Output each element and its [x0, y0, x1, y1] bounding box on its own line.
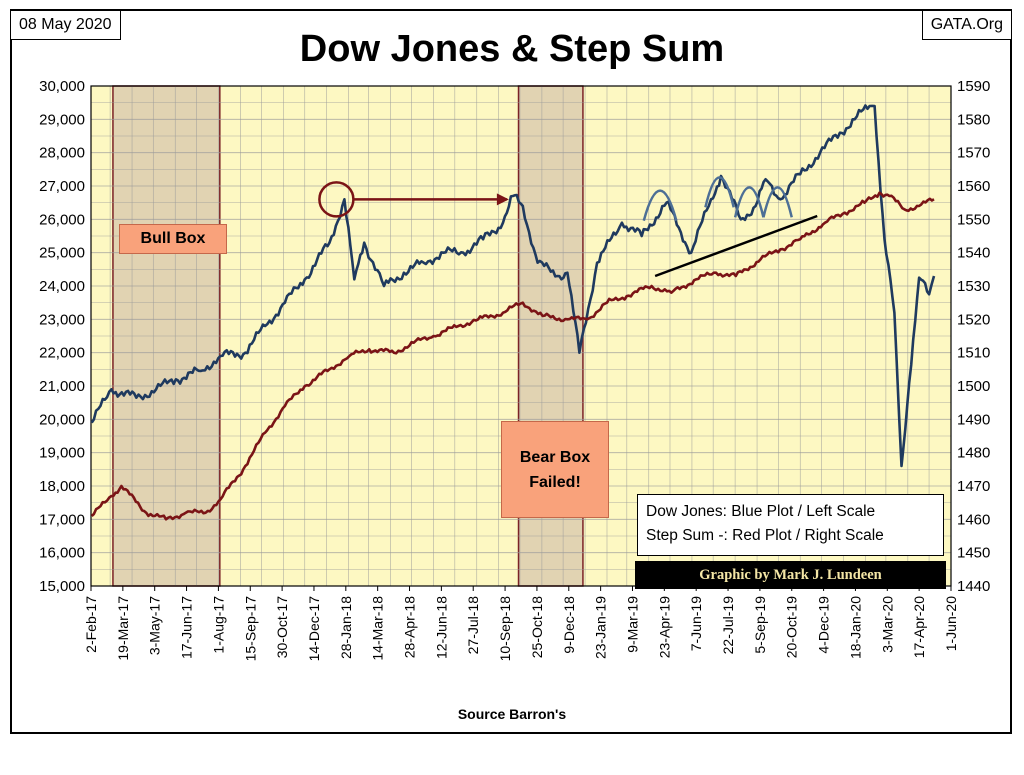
x-tick-label: 1-Jun-20 — [943, 596, 959, 651]
bear-box-line1: Bear Box — [519, 448, 591, 466]
arrow-head-icon — [496, 193, 509, 206]
x-tick-label: 23-Jan-19 — [593, 596, 609, 659]
y-tick-label-left: 28,000 — [39, 145, 85, 162]
legend-dow: Dow Jones: Blue Plot / Left Scale — [646, 503, 876, 520]
y-tick-label-left: 19,000 — [39, 445, 85, 462]
x-tick-label: 3-May-17 — [147, 596, 163, 655]
x-tick-label: 27-Jul-18 — [465, 596, 481, 655]
y-tick-label-right: 1580 — [957, 111, 990, 128]
hump-arc — [762, 186, 793, 218]
x-tick-label: 9-Dec-18 — [561, 596, 577, 654]
x-tick-label: 19-Mar-17 — [115, 596, 131, 661]
x-tick-label: 18-Jan-20 — [847, 596, 863, 659]
x-tick-label: 9-Mar-19 — [624, 596, 640, 653]
y-tick-label-right: 1590 — [957, 78, 990, 95]
step-sum-line — [90, 191, 935, 521]
date-label: 08 May 2020 — [10, 10, 121, 40]
x-tick-label: 1-Aug-17 — [210, 596, 226, 654]
x-tick-label: 17-Jun-17 — [179, 596, 195, 659]
peak-circle — [318, 181, 355, 218]
y-tick-label-left: 26,000 — [39, 211, 85, 228]
y-tick-label-right: 1530 — [957, 278, 990, 295]
x-tick-label: 14-Dec-17 — [306, 596, 322, 662]
y-tick-label-right: 1510 — [957, 345, 990, 362]
bear-box-label: Bear Box Failed! — [501, 421, 609, 518]
legend-stepsum: Step Sum -: Red Plot / Right Scale — [646, 527, 884, 544]
credit-bar: Graphic by Mark J. Lundeen — [635, 561, 946, 589]
y-tick-label-left: 25,000 — [39, 245, 85, 262]
y-tick-label-left: 23,000 — [39, 311, 85, 328]
source-label: GATA.Org — [921, 10, 1012, 40]
y-tick-label-left: 18,000 — [39, 478, 85, 495]
x-tick-label: 5-Sep-19 — [752, 596, 768, 654]
hump-arc — [704, 176, 735, 208]
y-tick-label-right: 1570 — [957, 145, 990, 162]
y-tick-label-left: 21,000 — [39, 378, 85, 395]
y-tick-label-right: 1550 — [957, 211, 990, 228]
x-tick-label: 2-Feb-17 — [83, 596, 99, 653]
y-tick-label-left: 24,000 — [39, 278, 85, 295]
x-tick-label: 22-Jul-19 — [720, 596, 736, 655]
x-tick-label: 14-Mar-18 — [370, 596, 386, 661]
y-tick-label-right: 1560 — [957, 178, 990, 195]
x-tick-label: 17-Apr-20 — [911, 596, 927, 658]
y-tick-label-left: 17,000 — [39, 511, 85, 528]
y-tick-label-left: 16,000 — [39, 545, 85, 562]
y-tick-label-right: 1490 — [957, 411, 990, 428]
x-tick-label: 10-Sep-18 — [497, 596, 513, 662]
x-tick-label: 25-Oct-18 — [529, 596, 545, 658]
x-tick-label: 12-Jun-18 — [433, 596, 449, 659]
y-tick-label-right: 1540 — [957, 245, 990, 262]
x-tick-label: 4-Dec-19 — [816, 596, 832, 654]
y-tick-label-right: 1450 — [957, 545, 990, 562]
y-tick-label-right: 1460 — [957, 511, 990, 528]
y-tick-label-left: 27,000 — [39, 178, 85, 195]
y-tick-label-left: 22,000 — [39, 345, 85, 362]
y-tick-label-left: 20,000 — [39, 411, 85, 428]
y-tick-label-left: 15,000 — [39, 578, 85, 595]
bear-box-line2: Failed! — [529, 473, 581, 491]
bull-box-label: Bull Box — [119, 224, 227, 254]
y-tick-label-right: 1470 — [957, 478, 990, 495]
x-tick-label: 30-Oct-17 — [274, 596, 290, 658]
hump-arc — [733, 186, 765, 218]
y-tick-label-left: 30,000 — [39, 78, 85, 95]
x-tick-label: 28-Apr-18 — [402, 596, 418, 658]
x-tick-label: 15-Sep-17 — [242, 596, 258, 662]
x-tick-label: 3-Mar-20 — [879, 596, 895, 653]
x-tick-label: 20-Oct-19 — [784, 596, 800, 658]
x-tick-label: 23-Apr-19 — [656, 596, 672, 658]
x-tick-label: 7-Jun-19 — [688, 596, 704, 651]
y-tick-label-right: 1500 — [957, 378, 990, 395]
plot-border — [90, 85, 952, 587]
chart-title: Dow Jones & Step Sum — [299, 28, 725, 70]
y-tick-label-right: 1480 — [957, 445, 990, 462]
y-tick-label-right: 1520 — [957, 311, 990, 328]
hump-arc — [642, 189, 678, 221]
y-tick-label-right: 1440 — [957, 578, 990, 595]
dow-jones-line — [90, 104, 936, 468]
y-tick-label-left: 29,000 — [39, 111, 85, 128]
x-axis-label: Source Barron's — [457, 706, 567, 722]
legend: Dow Jones: Blue Plot / Left Scale Step S… — [637, 494, 944, 556]
x-tick-label: 28-Jan-18 — [338, 596, 354, 659]
trend-line — [654, 214, 818, 278]
